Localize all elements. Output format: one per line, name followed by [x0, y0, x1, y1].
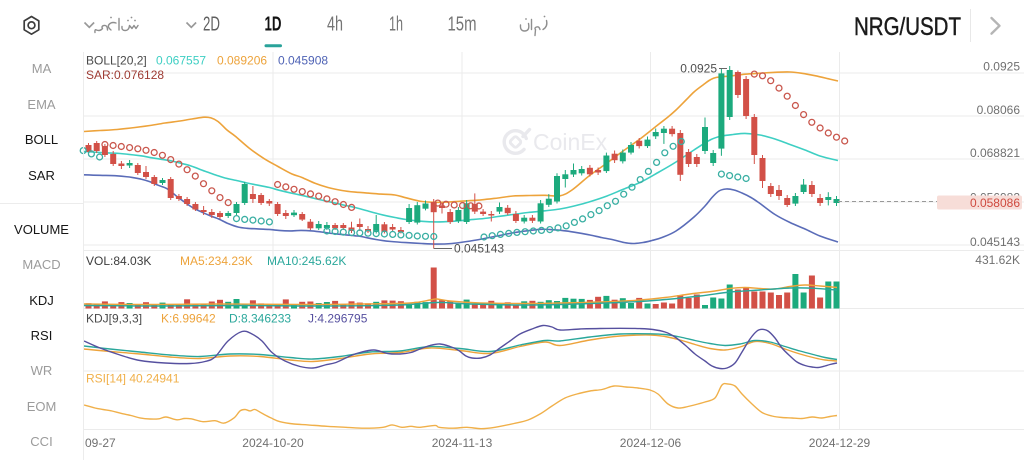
svg-text:D:8.346233: D:8.346233	[229, 312, 291, 326]
svg-text:CoinEx: CoinEx	[533, 129, 608, 155]
svg-text:1D: 1D	[265, 14, 282, 36]
svg-text:4h: 4h	[327, 14, 343, 36]
svg-text:MA5:234.23K: MA5:234.23K	[180, 254, 253, 268]
svg-text:MA10:245.62K: MA10:245.62K	[267, 254, 346, 268]
svg-text:K:6.99642: K:6.99642	[161, 312, 216, 326]
svg-text:0.045908: 0.045908	[278, 54, 328, 68]
svg-text:2024-10-20: 2024-10-20	[242, 436, 304, 450]
svg-text:2024-12-29: 2024-12-29	[809, 436, 871, 450]
svg-text:J:4.296795: J:4.296795	[308, 312, 368, 326]
svg-text:SAR:0.076128: SAR:0.076128	[86, 68, 164, 82]
svg-text:0.08066: 0.08066	[977, 103, 1021, 117]
svg-text:1h: 1h	[389, 14, 403, 36]
svg-text:15m: 15m	[448, 14, 477, 36]
svg-text:09-27: 09-27	[85, 436, 116, 450]
svg-text:2024-11-13: 2024-11-13	[432, 436, 493, 450]
svg-text:0.067557: 0.067557	[156, 54, 206, 68]
svg-text:0.0925: 0.0925	[680, 62, 717, 76]
svg-text:BOLL[20,2]: BOLL[20,2]	[86, 54, 147, 68]
svg-text:0.068821: 0.068821	[970, 146, 1020, 160]
svg-text:2024-12-06: 2024-12-06	[620, 436, 682, 450]
svg-text:0.045143: 0.045143	[454, 242, 504, 256]
svg-text:0.058086: 0.058086	[970, 196, 1020, 210]
svg-text:0.0925: 0.0925	[983, 59, 1020, 73]
svg-text:2D: 2D	[203, 14, 220, 36]
svg-text:0.045143: 0.045143	[970, 235, 1020, 249]
svg-text:431.62K: 431.62K	[975, 253, 1020, 267]
svg-text:0.089206: 0.089206	[217, 54, 267, 68]
svg-text:VOL:84.03K: VOL:84.03K	[86, 254, 151, 268]
svg-text:NRG/USDT: NRG/USDT	[854, 13, 961, 41]
svg-text:RSI[14] 40.24941: RSI[14] 40.24941	[86, 372, 180, 386]
svg-text:KDJ[9,3,3]: KDJ[9,3,3]	[86, 312, 142, 326]
